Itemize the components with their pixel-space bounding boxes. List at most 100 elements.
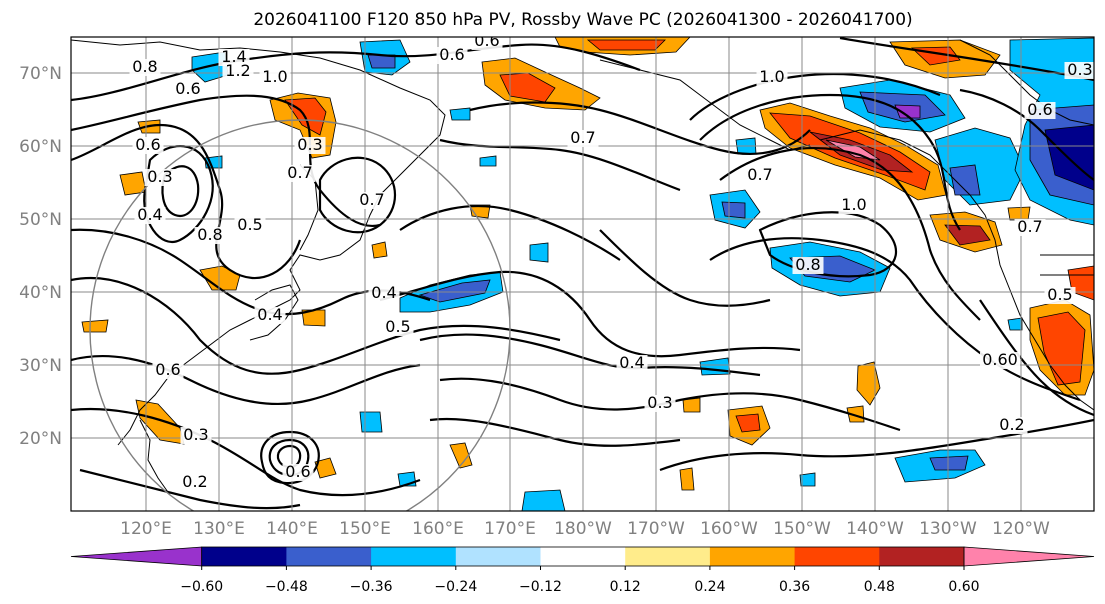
contour-label-bg bbox=[284, 165, 316, 182]
pv-contour bbox=[379, 270, 801, 358]
contour-label: 0.3 bbox=[183, 425, 208, 444]
contour-label-bg bbox=[222, 63, 254, 80]
contour-label: 1.2 bbox=[225, 61, 250, 80]
pv-contour bbox=[709, 237, 1081, 402]
contour-label-bg bbox=[838, 197, 870, 214]
colorbar-tick-label: −0.36 bbox=[350, 579, 393, 595]
pv-contour bbox=[161, 165, 200, 218]
contour-label: 0.3 bbox=[297, 135, 322, 154]
contour-label: 0.5 bbox=[1047, 285, 1072, 304]
anomaly-positive bbox=[314, 457, 337, 479]
contour-label-bg bbox=[1014, 219, 1046, 236]
contour-labels: 1.41.2 0.8 0.6 1.0 0.6 0.7 0.3 0.3 0.4 0.7 0.8 0.5 0… bbox=[129, 31, 1094, 491]
anomaly-positive bbox=[586, 39, 666, 51]
pv-contour bbox=[71, 407, 421, 497]
contour-label-bg bbox=[282, 464, 314, 481]
lat-label: 50°N bbox=[19, 210, 62, 230]
chart-title: 2026041100 F120 850 hPa PV, Rossby Wave … bbox=[253, 10, 912, 30]
contour-label-bg bbox=[567, 130, 599, 147]
colorbar-segment bbox=[371, 547, 457, 566]
anomaly-negative bbox=[949, 164, 981, 196]
coastline bbox=[139, 419, 171, 496]
contour-label: 0.8 bbox=[795, 255, 820, 274]
contour-label-bg bbox=[368, 285, 400, 302]
contour-label-bg bbox=[218, 49, 250, 66]
lon-label: 140°E bbox=[266, 519, 318, 539]
contour-label: 0.6 bbox=[285, 462, 310, 481]
contour-label-bg bbox=[134, 207, 166, 224]
lon-label: 120°E bbox=[120, 519, 172, 539]
anomaly-negative bbox=[894, 104, 921, 119]
contour-label: 0.3 bbox=[1067, 60, 1092, 79]
lon-label: 130°E bbox=[193, 519, 245, 539]
coastline bbox=[959, 39, 1094, 126]
colorbar-segment bbox=[455, 547, 541, 566]
contour-label: 0.7 bbox=[1017, 217, 1042, 236]
contour-label: 0.5 bbox=[385, 317, 410, 336]
lat-label: 40°N bbox=[19, 283, 62, 303]
coastline bbox=[249, 284, 299, 341]
contour-label: 1.0 bbox=[262, 67, 287, 86]
colorbar-segment bbox=[286, 547, 372, 566]
contour-label: 0.6 bbox=[155, 360, 180, 379]
colorbar-tick-label: −0.60 bbox=[180, 579, 223, 595]
lat-label: 20°N bbox=[19, 429, 62, 449]
contour-label-bg bbox=[144, 169, 176, 186]
anomaly-negative bbox=[799, 472, 816, 487]
anomaly-positive bbox=[944, 224, 991, 246]
contour-label: 0.3 bbox=[147, 167, 172, 186]
contour-label: 0.6 bbox=[135, 135, 160, 154]
contour-label: 0.2 bbox=[182, 472, 207, 491]
colorbar-segment bbox=[879, 547, 965, 566]
colorbar-tick-label: −0.12 bbox=[519, 579, 562, 595]
anomaly-negative bbox=[929, 455, 969, 471]
anomaly-positive bbox=[1037, 311, 1086, 386]
contour-label: 0.6 bbox=[474, 31, 499, 50]
gridlines bbox=[71, 37, 1094, 511]
contour-label-bg bbox=[179, 474, 211, 491]
contour-label: 0.7 bbox=[570, 128, 595, 147]
colorbar-tick-label: −0.24 bbox=[434, 579, 477, 595]
pv-contour bbox=[71, 277, 561, 375]
pv-contour bbox=[79, 468, 301, 510]
colorbar-tick-label: 0.60 bbox=[948, 579, 979, 595]
anomaly-positive bbox=[682, 397, 701, 413]
colorbar-tick-label: 0.48 bbox=[864, 579, 895, 595]
contour-label-bg bbox=[152, 362, 184, 379]
contour-label: 1.4 bbox=[221, 47, 246, 66]
pv-contour bbox=[719, 147, 981, 321]
colorbar-segment bbox=[540, 547, 626, 566]
colorbar-tick-label: −0.48 bbox=[265, 579, 308, 595]
contour-label: 0.7 bbox=[359, 190, 384, 209]
contour-label: 0.5 bbox=[237, 215, 262, 234]
contour-label-bg bbox=[132, 137, 164, 154]
contour-label-bg bbox=[436, 47, 468, 64]
contour-label: 0.4 bbox=[371, 283, 396, 302]
lat-label: 60°N bbox=[19, 137, 62, 157]
lon-label: 150°W bbox=[773, 519, 831, 539]
anomaly-negative bbox=[529, 242, 549, 263]
colorbar-frame bbox=[201, 546, 965, 567]
anomaly-positive bbox=[735, 413, 761, 433]
contour-label-bg bbox=[1044, 287, 1076, 304]
anomaly-negative bbox=[359, 411, 383, 433]
colorbar-tick-label: 0.12 bbox=[610, 579, 641, 595]
anomaly-negative bbox=[721, 201, 746, 219]
anomaly-negative bbox=[1007, 317, 1023, 331]
pv-contour bbox=[689, 72, 941, 121]
contour-label-bg bbox=[792, 257, 824, 274]
pv-contour bbox=[959, 88, 1094, 181]
longitude-labels: 120°E 130°E 140°E 150°E 160°E 170°E 180°W 170°W… bbox=[120, 519, 1050, 539]
contour-label-bg bbox=[259, 69, 291, 86]
colorbar-tick-label: 0.24 bbox=[694, 579, 725, 595]
lon-label: 170°W bbox=[627, 519, 685, 539]
contour-label-bg bbox=[234, 217, 266, 234]
contour-label: 0.4 bbox=[257, 305, 282, 324]
lon-label: 140°W bbox=[846, 519, 904, 539]
anomaly-negative bbox=[367, 54, 396, 69]
contour-label-bg bbox=[980, 352, 1020, 369]
contour-label: 0.60 bbox=[982, 350, 1018, 369]
anomaly-negative bbox=[449, 107, 471, 121]
contour-label: 0.3 bbox=[647, 393, 672, 412]
contour-label: 0.7 bbox=[747, 165, 772, 184]
